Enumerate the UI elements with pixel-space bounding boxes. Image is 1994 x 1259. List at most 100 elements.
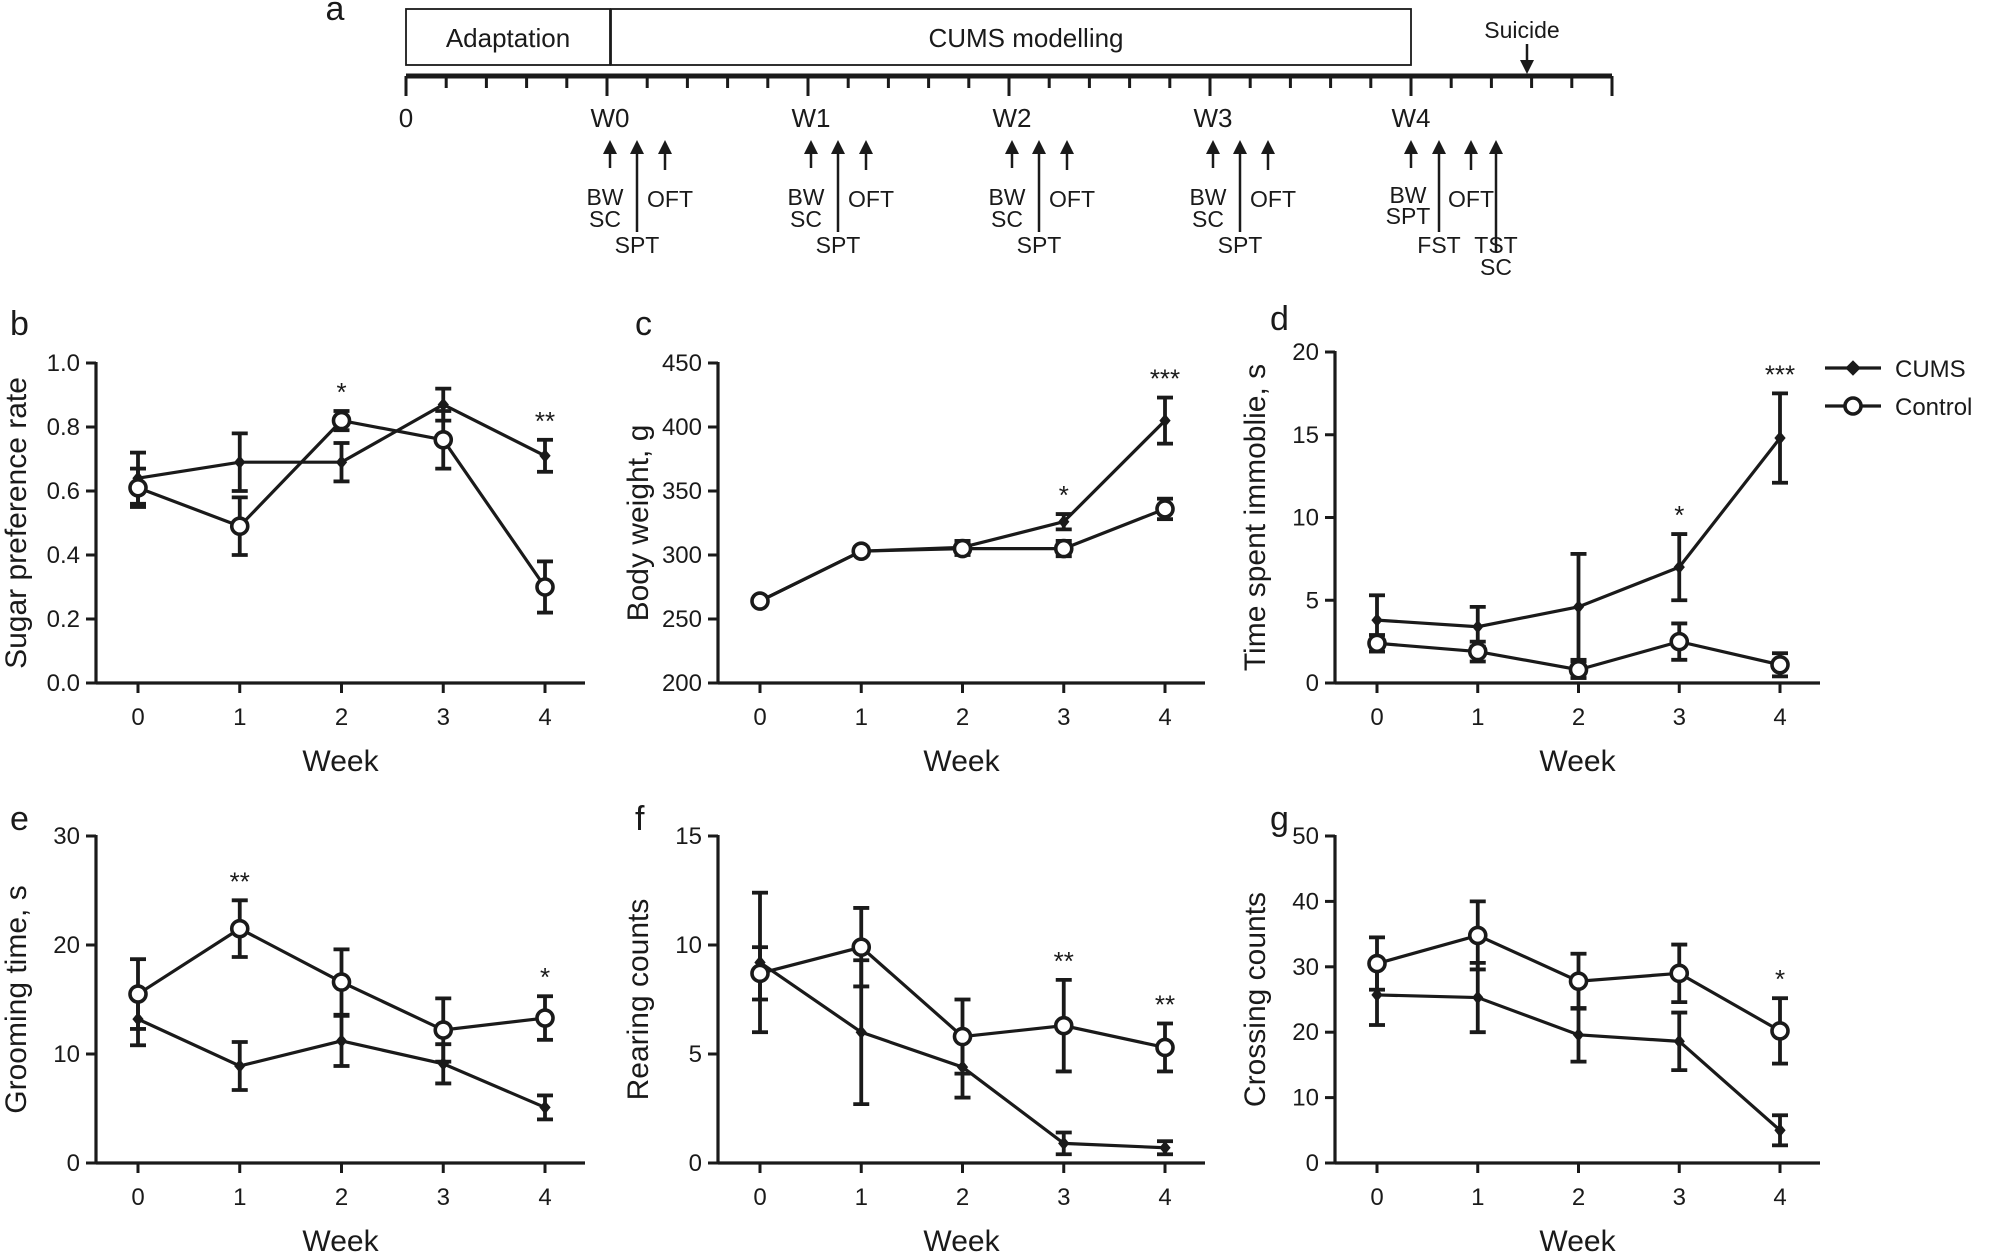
adaptation-box xyxy=(405,8,611,66)
data-point-cums xyxy=(1159,1140,1171,1155)
data-point-control xyxy=(128,984,148,1004)
y-tick-label: 30 xyxy=(53,823,80,850)
legend-control-marker xyxy=(1843,396,1863,416)
label-left-2: SC xyxy=(790,206,822,232)
y-tick-label: 50 xyxy=(1292,823,1319,850)
data-point-cums xyxy=(1472,619,1484,634)
x-tick-label: 4 xyxy=(538,1184,551,1211)
x-tick-label: 3 xyxy=(1057,1184,1070,1211)
label-last-2: SC xyxy=(1480,254,1512,280)
data-point-control xyxy=(750,591,770,611)
x-tick-label: 4 xyxy=(1158,704,1171,731)
y-tick-label: 30 xyxy=(1292,954,1319,981)
data-point-cums xyxy=(855,1025,867,1039)
x-tick-label: 2 xyxy=(956,704,969,731)
x-tick-label: 0 xyxy=(753,1184,766,1211)
panel-f: f 0 5 10 15 0 1 2 3 4 Week Rearing counts ** ** xyxy=(622,800,1205,1258)
x-axis-title: Week xyxy=(923,745,1000,778)
label-right: OFT xyxy=(647,186,693,212)
data-point-control xyxy=(1669,631,1690,652)
panel-letter-g: g xyxy=(1270,800,1289,838)
y-tick-label: 40 xyxy=(1292,888,1319,915)
data-point-control xyxy=(1367,953,1387,974)
timeline-panel: a Adaptation CUMS modelling Suicide 0 W0 W… xyxy=(326,0,1614,280)
data-point-control xyxy=(750,963,770,984)
y-tick-label: 1.0 xyxy=(47,350,80,377)
data-point-control xyxy=(331,972,352,992)
data-point-control xyxy=(535,577,555,597)
arrow-spt-head xyxy=(831,140,845,154)
data-point-control xyxy=(1770,654,1790,675)
y-tick-label: 15 xyxy=(1292,422,1319,449)
data-point-control xyxy=(952,538,973,559)
label-right: OFT xyxy=(1448,186,1494,212)
y-tick-label: 0.8 xyxy=(47,414,80,441)
y-tick-label: 0 xyxy=(67,1150,80,1177)
data-point-control xyxy=(1669,963,1690,984)
arrow-tst-head xyxy=(1489,140,1503,154)
significance-marker: *** xyxy=(1765,359,1795,389)
y-axis-title: Sugar preference rate xyxy=(0,377,33,669)
significance-marker: ** xyxy=(230,866,250,896)
arrow-oft-head xyxy=(658,140,672,154)
legend-control-label: Control xyxy=(1895,394,1972,421)
x-tick-label: 2 xyxy=(956,1184,969,1211)
adaptation-label: Adaptation xyxy=(446,23,570,53)
timeline-label-w0: W0 xyxy=(591,103,630,133)
data-point-control xyxy=(535,1008,555,1028)
x-tick-label: 3 xyxy=(1673,704,1686,731)
data-point-control xyxy=(128,477,148,498)
y-tick-label: 10 xyxy=(1292,1085,1319,1112)
arrow-bw-head xyxy=(1206,140,1220,154)
label-middle: SPT xyxy=(615,232,660,258)
data-point-cums xyxy=(1371,988,1383,1002)
label-left-1: BW xyxy=(1389,182,1426,208)
label-left-2: SC xyxy=(1192,206,1224,232)
x-tick-label: 3 xyxy=(1673,1184,1686,1211)
data-point-control xyxy=(1155,499,1175,519)
label-middle: SPT xyxy=(1017,232,1062,258)
label-right: OFT xyxy=(1049,186,1095,212)
arrow-bw-head xyxy=(603,140,617,154)
arrow-spt-head xyxy=(1233,140,1247,154)
label-last-1: TST xyxy=(1474,232,1517,258)
timeline-label-w1: W1 xyxy=(792,103,831,133)
significance-marker: ** xyxy=(1054,946,1074,976)
label-left-2: SC xyxy=(991,206,1023,232)
data-point-control xyxy=(433,1020,454,1040)
panel-letter-b: b xyxy=(10,305,29,343)
panel-letter-e: e xyxy=(10,800,29,838)
data-point-control xyxy=(1568,971,1589,991)
data-point-cums xyxy=(335,1034,348,1048)
y-tick-label: 20 xyxy=(1292,339,1319,366)
x-tick-label: 2 xyxy=(1572,1184,1585,1211)
data-point-control xyxy=(1367,633,1387,654)
data-point-cums xyxy=(539,449,551,463)
label-left-2: SC xyxy=(589,206,621,232)
data-point-control xyxy=(1053,1015,1074,1036)
panel-c: c 200 250 300 350 400 450 0 1 2 3 4 Week Body weight,… xyxy=(622,305,1205,778)
panel-b: b 0.0 0.2 0.4 0.6 0.8 1.0 0 1 2 3 4 Week Sugar prefer… xyxy=(0,305,585,778)
timeline-label-w4: W4 xyxy=(1392,103,1431,133)
panel-d: d 0 5 10 15 20 0 1 2 3 4 Week Time spent immoblie, s… xyxy=(1239,300,1820,778)
y-tick-label: 20 xyxy=(1292,1019,1319,1046)
label-right: OFT xyxy=(1250,186,1296,212)
x-tick-label: 4 xyxy=(538,704,551,731)
data-point-cums xyxy=(437,397,449,412)
arrow-bw-head xyxy=(804,140,818,154)
y-tick-label: 450 xyxy=(662,350,702,377)
x-tick-label: 1 xyxy=(1471,704,1484,731)
y-tick-label: 250 xyxy=(662,606,702,633)
x-tick-label: 3 xyxy=(1057,704,1070,731)
data-point-cums xyxy=(234,455,246,469)
data-point-control xyxy=(331,410,352,431)
panel-letter-a: a xyxy=(326,0,345,28)
arrow-oft-head xyxy=(1261,140,1275,154)
arrow-bw-head xyxy=(1404,140,1418,154)
y-tick-label: 10 xyxy=(675,932,702,959)
arrow-spt-head xyxy=(630,140,644,154)
